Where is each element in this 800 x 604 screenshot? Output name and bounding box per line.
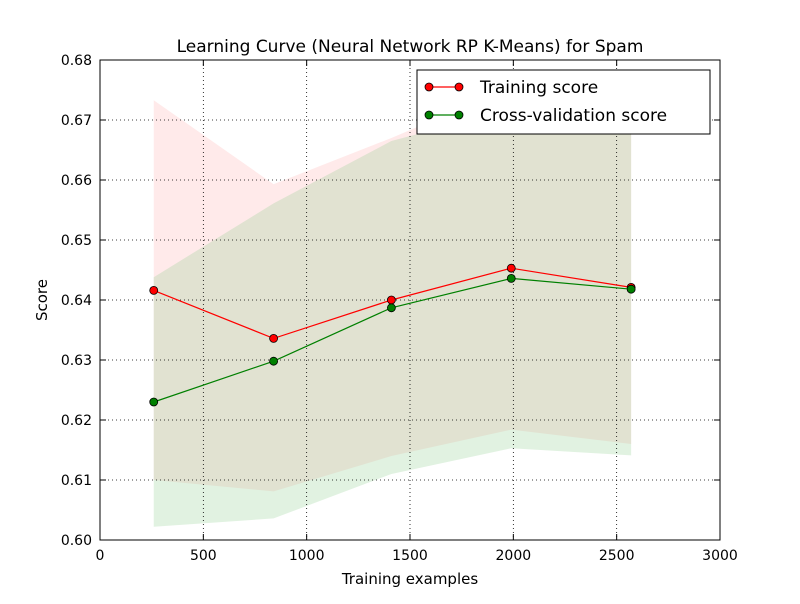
legend-marker-training bbox=[424, 82, 434, 92]
point-training bbox=[269, 333, 279, 343]
x-tick-label: 3000 bbox=[702, 548, 738, 564]
point-cross-validation bbox=[386, 303, 396, 313]
legend-marker-cross-validation bbox=[424, 110, 434, 120]
x-tick-label: 2000 bbox=[496, 548, 532, 564]
y-tick-label: 0.64 bbox=[61, 293, 92, 309]
legend-marker-cross-validation bbox=[454, 110, 464, 120]
point-cross-validation bbox=[506, 273, 516, 283]
y-tick-label: 0.67 bbox=[61, 113, 92, 129]
point-cross-validation bbox=[269, 356, 279, 366]
band-cross-validation bbox=[153, 105, 632, 527]
point-training bbox=[386, 295, 396, 305]
legend-label-cross-validation: Cross-validation score bbox=[480, 106, 667, 126]
legend-box bbox=[416, 69, 711, 135]
x-axis-ticks: 0 500 1000 1500 2000 2500 3000 bbox=[96, 60, 738, 564]
legend: Training score Cross-validation score bbox=[416, 69, 711, 135]
chart-title: Learning Curve (Neural Network RP K-Mean… bbox=[177, 37, 644, 57]
point-training bbox=[149, 285, 159, 295]
point-cross-validation bbox=[626, 284, 636, 294]
series-markers bbox=[149, 263, 636, 407]
y-tick-label: 0.62 bbox=[61, 413, 92, 429]
y-tick-label: 0.60 bbox=[61, 533, 92, 549]
legend-label-training: Training score bbox=[479, 78, 598, 98]
y-tick-label: 0.66 bbox=[61, 173, 92, 189]
y-tick-label: 0.65 bbox=[61, 233, 92, 249]
legend-marker-training bbox=[454, 82, 464, 92]
x-tick-label: 0 bbox=[96, 548, 105, 564]
y-axis-label: Score bbox=[33, 279, 51, 321]
x-tick-label: 2500 bbox=[599, 548, 635, 564]
x-tick-label: 1000 bbox=[289, 548, 325, 564]
confidence-bands bbox=[153, 87, 632, 527]
point-cross-validation bbox=[149, 397, 159, 407]
y-tick-label: 0.61 bbox=[61, 473, 92, 489]
band-training bbox=[153, 87, 632, 492]
x-tick-label: 500 bbox=[190, 548, 217, 564]
y-tick-label: 0.68 bbox=[61, 53, 92, 69]
x-tick-label: 1500 bbox=[392, 548, 428, 564]
y-tick-label: 0.63 bbox=[61, 353, 92, 369]
x-axis-label: Training examples bbox=[341, 570, 479, 588]
point-training bbox=[506, 263, 516, 273]
y-axis-ticks: 0.60 0.61 0.62 0.63 0.64 0.65 0.66 0.67 0.68 bbox=[61, 53, 720, 549]
